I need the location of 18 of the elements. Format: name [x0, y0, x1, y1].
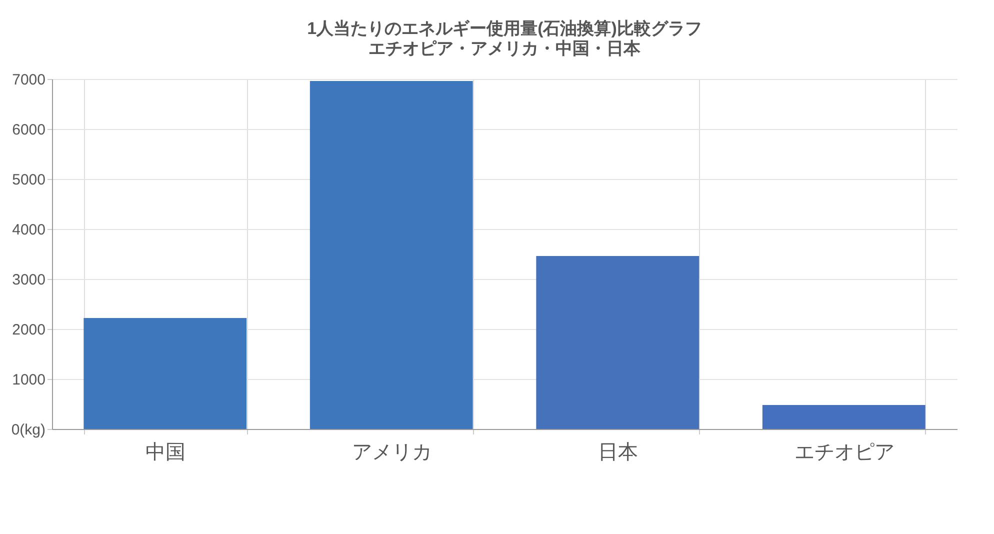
y-tick-label: 7000 [12, 72, 46, 88]
x-tick-label: 中国 [146, 442, 186, 464]
chart-title: 1人当たりのエネルギー使用量(石油換算)比較グラフ [307, 19, 702, 38]
y-tick-label: 0(kg) [11, 422, 46, 438]
chart-subtitle: エチオピア・アメリカ・中国・日本 [368, 39, 642, 58]
y-tick-label: 3000 [12, 272, 46, 288]
bar [84, 318, 247, 429]
y-tick-label: 2000 [12, 322, 46, 338]
x-tick-label: 日本 [598, 442, 638, 464]
x-tick-label: アメリカ [352, 442, 432, 464]
y-tick-label: 4000 [12, 222, 46, 238]
bar [536, 256, 700, 429]
y-tick-label: 6000 [12, 122, 46, 138]
bar [310, 81, 473, 429]
y-tick-label: 1000 [12, 372, 46, 388]
x-tick-label: エチオピア [794, 442, 894, 464]
bar [762, 405, 926, 429]
y-tick-label: 5000 [12, 172, 46, 188]
